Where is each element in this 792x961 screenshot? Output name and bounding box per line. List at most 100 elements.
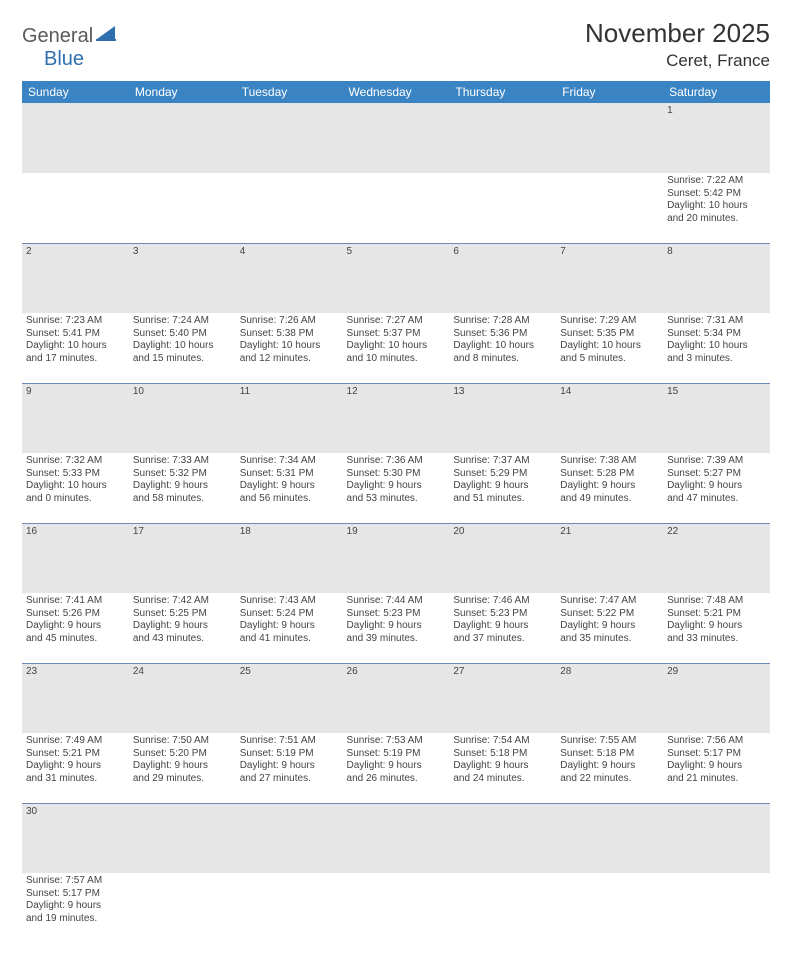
sunset-text: Sunset: 5:18 PM (453, 748, 552, 761)
daylight-text: and 17 minutes. (26, 353, 125, 366)
sunrise-text: Sunrise: 7:37 AM (453, 455, 552, 468)
sunset-text: Sunset: 5:24 PM (240, 608, 339, 621)
day-number: 13 (449, 383, 556, 453)
sunset-text: Sunset: 5:25 PM (133, 608, 232, 621)
daylight-text: Daylight: 10 hours (26, 340, 125, 353)
day-cell: Sunrise: 7:49 AMSunset: 5:21 PMDaylight:… (22, 733, 129, 803)
info-row: Sunrise: 7:57 AMSunset: 5:17 PMDaylight:… (22, 873, 770, 943)
day-cell: Sunrise: 7:23 AMSunset: 5:41 PMDaylight:… (22, 313, 129, 383)
day-cell: Sunrise: 7:55 AMSunset: 5:18 PMDaylight:… (556, 733, 663, 803)
sunrise-text: Sunrise: 7:49 AM (26, 735, 125, 748)
day-cell: Sunrise: 7:39 AMSunset: 5:27 PMDaylight:… (663, 453, 770, 523)
sunset-text: Sunset: 5:36 PM (453, 328, 552, 341)
weekday-header: Sunday (22, 81, 129, 103)
sunrise-text: Sunrise: 7:39 AM (667, 455, 766, 468)
sunrise-text: Sunrise: 7:33 AM (133, 455, 232, 468)
daylight-text: Daylight: 9 hours (347, 760, 446, 773)
sunrise-text: Sunrise: 7:50 AM (133, 735, 232, 748)
day-cell: Sunrise: 7:53 AMSunset: 5:19 PMDaylight:… (343, 733, 450, 803)
daynum-row: 23242526272829 (22, 663, 770, 733)
day-number: 14 (556, 383, 663, 453)
day-cell (449, 173, 556, 243)
daylight-text: Daylight: 9 hours (667, 760, 766, 773)
logo-sail-icon (95, 24, 117, 48)
day-cell: Sunrise: 7:42 AMSunset: 5:25 PMDaylight:… (129, 593, 236, 663)
sunset-text: Sunset: 5:23 PM (347, 608, 446, 621)
day-number (22, 103, 129, 173)
day-cell: Sunrise: 7:44 AMSunset: 5:23 PMDaylight:… (343, 593, 450, 663)
sunset-text: Sunset: 5:21 PM (26, 748, 125, 761)
daynum-row: 1 (22, 103, 770, 173)
day-cell: Sunrise: 7:31 AMSunset: 5:34 PMDaylight:… (663, 313, 770, 383)
sunset-text: Sunset: 5:21 PM (667, 608, 766, 621)
sunrise-text: Sunrise: 7:53 AM (347, 735, 446, 748)
sunset-text: Sunset: 5:27 PM (667, 468, 766, 481)
day-number: 7 (556, 243, 663, 313)
daylight-text: Daylight: 9 hours (667, 480, 766, 493)
sunset-text: Sunset: 5:40 PM (133, 328, 232, 341)
sunset-text: Sunset: 5:20 PM (133, 748, 232, 761)
day-number: 24 (129, 663, 236, 733)
header: General November 2025 Ceret, France (22, 18, 770, 71)
sunrise-text: Sunrise: 7:47 AM (560, 595, 659, 608)
daylight-text: and 49 minutes. (560, 493, 659, 506)
day-cell (663, 873, 770, 943)
sunset-text: Sunset: 5:28 PM (560, 468, 659, 481)
sunrise-text: Sunrise: 7:24 AM (133, 315, 232, 328)
sunrise-text: Sunrise: 7:56 AM (667, 735, 766, 748)
day-cell: Sunrise: 7:57 AMSunset: 5:17 PMDaylight:… (22, 873, 129, 943)
daylight-text: Daylight: 9 hours (133, 760, 232, 773)
day-cell: Sunrise: 7:37 AMSunset: 5:29 PMDaylight:… (449, 453, 556, 523)
day-cell: Sunrise: 7:54 AMSunset: 5:18 PMDaylight:… (449, 733, 556, 803)
day-number: 6 (449, 243, 556, 313)
daylight-text: Daylight: 9 hours (347, 620, 446, 633)
day-cell (236, 873, 343, 943)
day-number: 18 (236, 523, 343, 593)
day-cell: Sunrise: 7:36 AMSunset: 5:30 PMDaylight:… (343, 453, 450, 523)
sunrise-text: Sunrise: 7:26 AM (240, 315, 339, 328)
day-number (343, 803, 450, 873)
daylight-text: Daylight: 10 hours (26, 480, 125, 493)
day-number: 21 (556, 523, 663, 593)
sunset-text: Sunset: 5:29 PM (453, 468, 552, 481)
daynum-row: 16171819202122 (22, 523, 770, 593)
sunset-text: Sunset: 5:32 PM (133, 468, 232, 481)
day-number: 10 (129, 383, 236, 453)
daylight-text: Daylight: 10 hours (667, 340, 766, 353)
sunrise-text: Sunrise: 7:44 AM (347, 595, 446, 608)
day-number (343, 103, 450, 173)
info-row: Sunrise: 7:23 AMSunset: 5:41 PMDaylight:… (22, 313, 770, 383)
day-number: 25 (236, 663, 343, 733)
daylight-text: and 15 minutes. (133, 353, 232, 366)
daylight-text: Daylight: 9 hours (453, 760, 552, 773)
daylight-text: Daylight: 9 hours (133, 620, 232, 633)
day-cell (449, 873, 556, 943)
info-row: Sunrise: 7:32 AMSunset: 5:33 PMDaylight:… (22, 453, 770, 523)
day-cell (343, 173, 450, 243)
sunset-text: Sunset: 5:38 PM (240, 328, 339, 341)
logo-text-general: General (22, 25, 93, 48)
day-cell: Sunrise: 7:34 AMSunset: 5:31 PMDaylight:… (236, 453, 343, 523)
sunrise-text: Sunrise: 7:42 AM (133, 595, 232, 608)
day-cell: Sunrise: 7:47 AMSunset: 5:22 PMDaylight:… (556, 593, 663, 663)
title-location: Ceret, France (585, 51, 770, 71)
day-number: 23 (22, 663, 129, 733)
day-number (236, 803, 343, 873)
weekday-header-row: Sunday Monday Tuesday Wednesday Thursday… (22, 81, 770, 103)
sunset-text: Sunset: 5:23 PM (453, 608, 552, 621)
daylight-text: Daylight: 9 hours (560, 480, 659, 493)
day-cell: Sunrise: 7:26 AMSunset: 5:38 PMDaylight:… (236, 313, 343, 383)
sunset-text: Sunset: 5:33 PM (26, 468, 125, 481)
weekday-header: Wednesday (343, 81, 450, 103)
daylight-text: and 0 minutes. (26, 493, 125, 506)
sunset-text: Sunset: 5:37 PM (347, 328, 446, 341)
sunset-text: Sunset: 5:17 PM (667, 748, 766, 761)
day-cell (556, 873, 663, 943)
day-number: 17 (129, 523, 236, 593)
daylight-text: Daylight: 9 hours (453, 480, 552, 493)
daylight-text: and 45 minutes. (26, 633, 125, 646)
day-cell: Sunrise: 7:24 AMSunset: 5:40 PMDaylight:… (129, 313, 236, 383)
weekday-header: Monday (129, 81, 236, 103)
daylight-text: Daylight: 10 hours (667, 200, 766, 213)
day-number: 16 (22, 523, 129, 593)
